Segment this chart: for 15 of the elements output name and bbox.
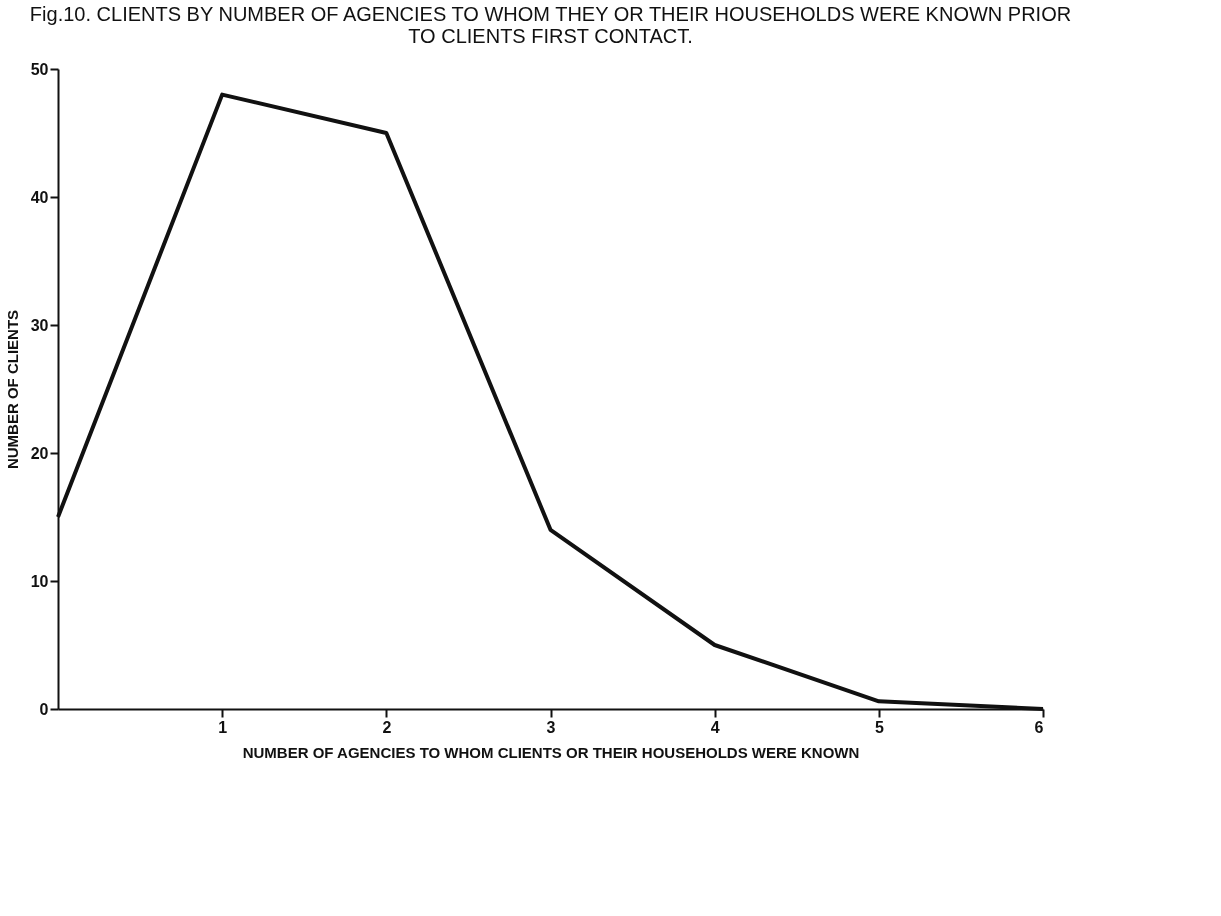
y-tick-label: 40 xyxy=(30,188,49,206)
chart-title: Fig.10. CLIENTS BY NUMBER OF AGENCIES TO WHOM THEY OR THEIR HOUSEHOLDS WERE KNOWN PRIOR TO CLIENTS FIRST CONTACT. xyxy=(29,3,1072,47)
x-tick-label: 1 xyxy=(218,718,228,736)
y-tick-label: 30 xyxy=(30,316,49,334)
y-tick-label: 10 xyxy=(30,572,49,590)
x-tick-label: 2 xyxy=(382,718,392,736)
x-tick-label: 3 xyxy=(546,718,556,736)
x-axis-title: NUMBER OF AGENCIES TO WHOM CLIENTS OR THEIR HOUSEHOLDS WERE KNOWN xyxy=(242,743,860,761)
x-tick-label: 6 xyxy=(1034,718,1044,736)
y-tick-label: 50 xyxy=(30,60,49,78)
y-tick-label: 0 xyxy=(39,700,49,718)
x-tick-label: 4 xyxy=(710,718,720,736)
y-tick-label: 20 xyxy=(30,444,49,462)
x-tick-label: 5 xyxy=(874,718,884,736)
y-axis-title: NUMBER OF CLIENTS xyxy=(3,309,21,470)
